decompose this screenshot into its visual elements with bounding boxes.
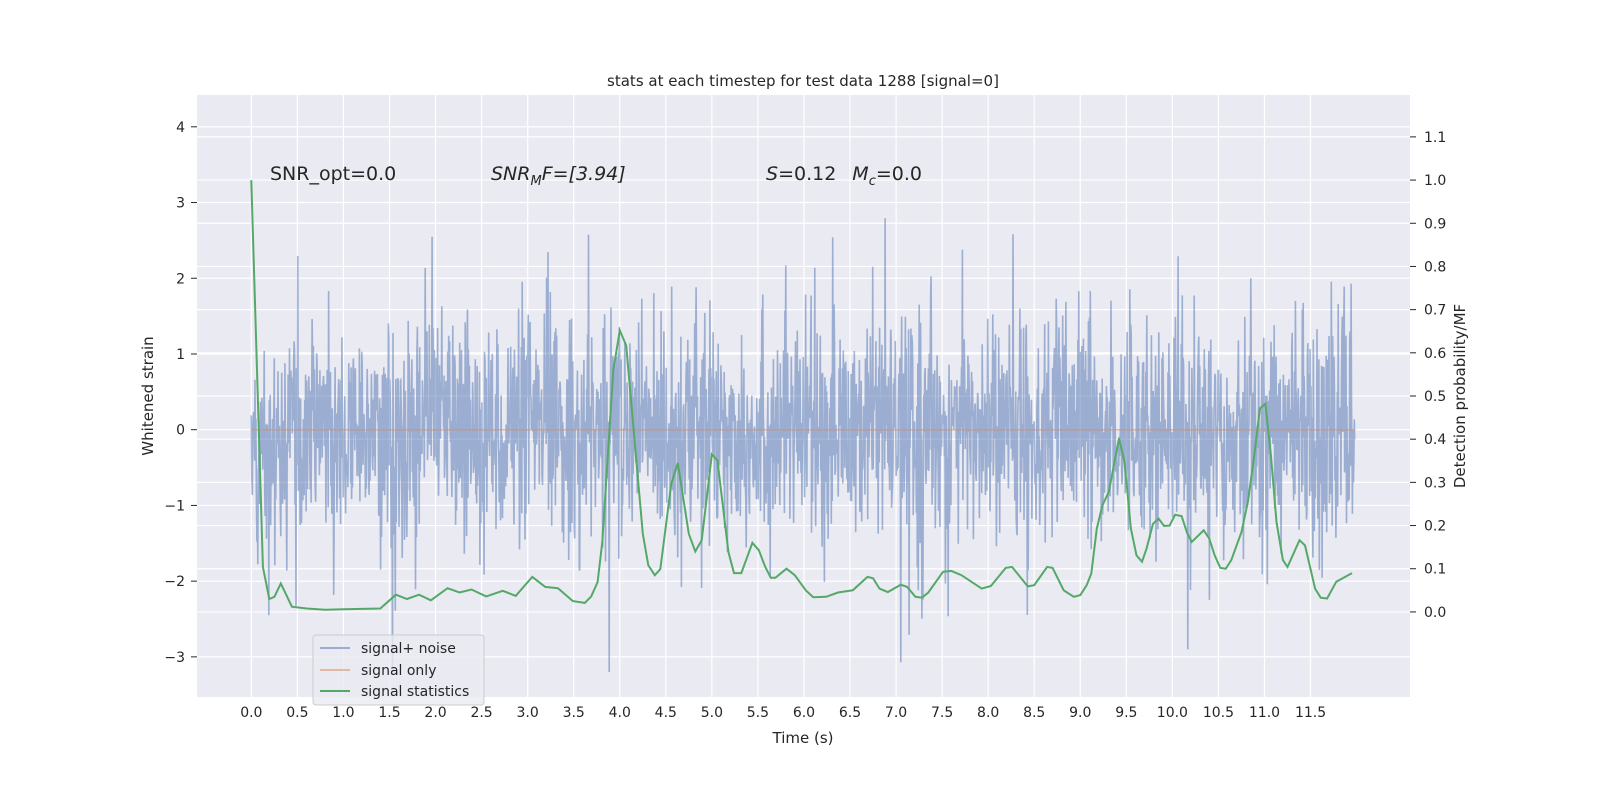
snr-mf-f: F=[3.94] [542,163,626,185]
left-y-tick-label: 3 [176,196,185,212]
x-tick-label: 2.5 [470,705,492,721]
signal-statistics-series [250,180,1353,611]
left-y-tick-label: 4 [176,120,185,136]
x-tick-label: 9.0 [1069,705,1091,721]
x-tick-label: 6.0 [793,705,815,721]
x-tick-label: 11.5 [1295,705,1326,721]
snr-mf-base: SNR [491,163,530,185]
right-y-tick-label: 0.9 [1424,216,1446,232]
right-y-tick-label: 0.8 [1424,259,1446,275]
x-tick-label: 0.5 [286,705,308,721]
left-y-axis-label: Whitened strain [139,336,157,455]
x-tick-label: 0.0 [240,705,262,721]
x-tick-label: 11.0 [1249,705,1280,721]
snr-opt-annotation: SNR_opt=0.0 [270,163,396,185]
s-value: =0.12 [778,163,836,185]
x-tick-label: 8.5 [1023,705,1045,721]
left-y-tick-label: −3 [164,650,185,666]
x-tick-label: 3.5 [563,705,585,721]
right-y-tick-label: 0.3 [1424,475,1446,491]
legend-label-signal: signal only [361,663,436,679]
right-y-tick-label: 1.0 [1424,173,1446,189]
x-tick-label: 10.0 [1157,705,1188,721]
right-y-tick-label: 0.5 [1424,389,1446,405]
x-tick-label: 9.5 [1115,705,1137,721]
x-tick-label: 1.5 [378,705,400,721]
stats-line [250,180,1353,611]
right-y-tick-label: 1.1 [1424,130,1446,146]
right-y-axis-label: Detection probability/MF [1451,304,1469,488]
x-tick-label: 8.0 [977,705,999,721]
x-axis-ticks: 0.0 0.5 1.0 1.5 2.0 2.5 3.0 3.5 4.0 4.5 5.0 5.5 6.0 6… [240,705,1326,721]
x-tick-label: 6.5 [839,705,861,721]
right-y-tick-label: 0.7 [1424,303,1446,319]
x-tick-label: 2.0 [424,705,446,721]
left-y-axis-ticks: −3 −2 −1 0 1 2 3 4 [164,120,197,666]
right-y-tick-label: 0.2 [1424,519,1446,535]
s-label: S [766,163,778,185]
x-tick-label: 4.5 [655,705,677,721]
x-tick-label: 7.0 [885,705,907,721]
noise-line [250,218,1356,673]
right-y-tick-label: 0.6 [1424,346,1446,362]
right-y-tick-label: 0.4 [1424,432,1446,448]
x-tick-label: 7.5 [931,705,953,721]
left-y-tick-label: 0 [176,423,185,439]
left-y-tick-label: 2 [176,271,185,287]
legend-label-stats: signal statistics [361,684,469,700]
mc-sub: c [869,174,876,189]
snr-mf-sub: M [530,174,541,189]
right-y-axis-ticks: 0.0 0.1 0.2 0.3 0.4 0.5 0.6 0.7 0.8 0.9 1.0 1.1 [1410,130,1446,621]
right-y-tick-label: 0.1 [1424,562,1446,578]
legend-label-noise: signal+ noise [361,641,456,657]
x-tick-label: 3.0 [517,705,539,721]
mc-base: M [852,163,868,185]
legend: signal+ noise signal only signal statist… [312,634,485,706]
left-y-tick-label: −2 [164,574,185,590]
x-axis-label: Time (s) [772,729,834,747]
x-tick-label: 5.5 [747,705,769,721]
signal-noise-series [250,218,1356,673]
x-tick-label: 1.0 [332,705,354,721]
left-y-tick-label: 1 [176,347,185,363]
x-tick-label: 5.0 [701,705,723,721]
x-tick-label: 10.5 [1203,705,1234,721]
left-y-tick-label: −1 [164,498,185,514]
x-tick-label: 4.0 [609,705,631,721]
mc-value: =0.0 [876,163,922,185]
chart-title: stats at each timestep for test data 128… [607,72,999,90]
right-y-tick-label: 0.0 [1424,605,1446,621]
s-mc-annotation: S=0.12 Mc=0.0 [766,163,922,189]
snr-mf-annotation: SNRMF=[3.94] [491,163,626,189]
